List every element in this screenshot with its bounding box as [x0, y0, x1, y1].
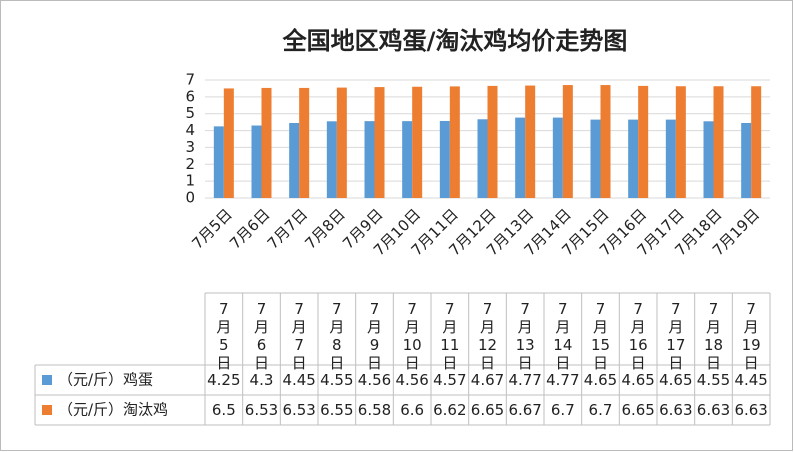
bar — [590, 119, 601, 198]
bar — [477, 119, 488, 198]
table-header: 7月13日 — [515, 300, 535, 372]
table-value: 6.58 — [357, 401, 392, 419]
table-value: 6.63 — [659, 401, 693, 419]
table-header: 7月17日 — [666, 300, 686, 372]
table-value: 4.56 — [395, 371, 429, 389]
table-value: 6.53 — [244, 401, 279, 419]
x-tick-label: 7月5日 — [188, 205, 235, 252]
table-value: 4.3 — [249, 371, 274, 389]
chart-title: 全国地区鸡蛋/淘汰鸡均价走势图 — [282, 27, 628, 55]
bar — [665, 119, 676, 198]
table-value: 4.45 — [282, 371, 316, 389]
table-header: 7月18日 — [703, 300, 724, 372]
bar — [439, 120, 450, 198]
table-value: 4.55 — [320, 371, 354, 389]
table-value: 4.45 — [734, 371, 768, 389]
legend-label: （元/斤）淘汰鸡 — [58, 401, 168, 419]
table-value: 6.67 — [508, 401, 542, 419]
table-value: 4.67 — [470, 371, 505, 389]
x-tick-label: 7月6日 — [226, 205, 273, 252]
bar — [299, 87, 310, 198]
table-value: 6.63 — [696, 401, 731, 419]
bar — [713, 86, 724, 198]
table-header: 7月11日 — [440, 300, 460, 372]
bar — [600, 85, 611, 198]
table-header: 7月12日 — [477, 300, 498, 372]
bar — [336, 87, 347, 198]
legend-swatch — [42, 375, 52, 385]
table-value: 4.65 — [659, 371, 693, 389]
table-header: 7月8日 — [329, 300, 345, 372]
table-value: 4.77 — [546, 371, 580, 389]
table-value: 4.65 — [621, 371, 655, 389]
table-header: 7月5日 — [216, 300, 232, 372]
table-value: 6.6 — [400, 401, 425, 419]
table-value: 4.57 — [433, 371, 467, 389]
bar — [741, 122, 752, 198]
bar — [525, 85, 536, 198]
y-tick-label: 2 — [185, 155, 195, 173]
table-value: 6.65 — [470, 401, 505, 419]
table-value: 4.65 — [583, 371, 618, 389]
table-value: 6.55 — [320, 401, 354, 419]
y-tick-label: 1 — [185, 172, 195, 190]
table-header: 7月6日 — [253, 300, 269, 372]
bar — [515, 117, 526, 198]
table-value: 6.65 — [621, 401, 655, 419]
bar — [289, 122, 300, 198]
table-value: 6.5 — [211, 401, 236, 419]
bar — [374, 87, 385, 198]
bar — [402, 121, 413, 198]
table-header: 7月19日 — [741, 300, 761, 372]
table-value: 4.77 — [508, 371, 542, 389]
table-value: 4.55 — [696, 371, 731, 389]
table-value: 6.63 — [734, 401, 768, 419]
bar — [703, 121, 714, 198]
table-value: 6.62 — [433, 401, 467, 419]
y-tick-label: 4 — [185, 121, 195, 139]
bar — [552, 117, 563, 198]
bar — [628, 119, 639, 198]
bar — [364, 121, 375, 198]
x-tick-label: 7月8日 — [301, 205, 348, 252]
y-tick-label: 7 — [185, 71, 195, 89]
bar — [261, 87, 272, 198]
table-header: 7月14日 — [553, 300, 573, 372]
bar — [251, 125, 262, 198]
y-tick-label: 5 — [185, 104, 195, 122]
legend-label: （元/斤）鸡蛋 — [58, 371, 153, 389]
bar — [751, 86, 762, 198]
table-header: 7月16日 — [628, 300, 648, 372]
x-tick-label: 7月7日 — [264, 205, 311, 252]
bar — [326, 121, 337, 198]
table-value: 6.7 — [550, 401, 575, 419]
bar — [638, 85, 649, 198]
table-value: 6.7 — [588, 401, 613, 419]
table-header: 7月10日 — [402, 300, 422, 372]
y-tick-label: 3 — [185, 138, 195, 156]
legend-swatch — [42, 405, 52, 415]
bar — [223, 88, 234, 198]
table-header: 7月9日 — [366, 300, 382, 372]
bar — [449, 86, 460, 198]
bar — [213, 126, 224, 198]
bar — [562, 85, 573, 198]
table-value: 6.53 — [282, 401, 316, 419]
table-header: 7月7日 — [291, 300, 307, 372]
bar — [487, 85, 498, 198]
bar — [412, 86, 423, 198]
y-tick-label: 6 — [185, 87, 195, 105]
y-tick-label: 0 — [185, 189, 195, 207]
table-value: 4.25 — [207, 371, 241, 389]
bar — [675, 86, 686, 198]
table-header: 7月15日 — [590, 300, 611, 372]
table-value: 4.56 — [357, 371, 392, 389]
